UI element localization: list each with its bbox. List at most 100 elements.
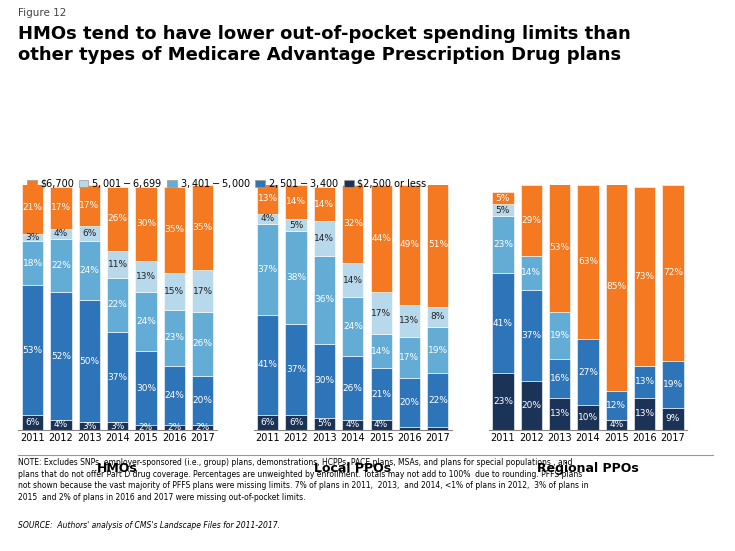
Text: 36%: 36% [315, 295, 334, 304]
Bar [427, 307, 448, 327]
Text: 49%: 49% [400, 240, 420, 249]
Bar [370, 420, 392, 430]
Text: 73%: 73% [634, 272, 655, 281]
Text: 18%: 18% [23, 258, 43, 268]
Text: 50%: 50% [79, 356, 99, 366]
Bar [549, 359, 570, 398]
Text: 30%: 30% [136, 219, 156, 228]
Bar [370, 293, 392, 334]
Text: 22%: 22% [107, 300, 128, 309]
Text: 19%: 19% [663, 380, 683, 389]
Text: 6%: 6% [82, 229, 96, 238]
Text: 14%: 14% [371, 347, 391, 356]
Bar [549, 312, 570, 359]
Text: 10%: 10% [578, 413, 598, 422]
Bar [578, 185, 598, 339]
Text: HMOs: HMOs [97, 462, 138, 474]
Text: 4%: 4% [345, 420, 360, 429]
Bar [606, 420, 627, 430]
Bar [549, 398, 570, 430]
Text: 26%: 26% [343, 383, 363, 393]
Text: 37%: 37% [521, 331, 542, 340]
Text: 41%: 41% [493, 318, 513, 328]
Bar [192, 376, 213, 425]
Bar [520, 256, 542, 290]
Text: 44%: 44% [371, 234, 391, 243]
Text: FAMILY: FAMILY [647, 523, 687, 533]
Text: 37%: 37% [286, 365, 306, 374]
Text: Local PPOs: Local PPOs [315, 462, 391, 474]
Bar [520, 290, 542, 381]
Bar [662, 185, 684, 361]
Bar [22, 285, 43, 415]
Bar [164, 366, 185, 425]
Text: 23%: 23% [165, 333, 184, 342]
Text: 3%: 3% [82, 422, 96, 430]
Bar [634, 398, 656, 430]
Text: 4%: 4% [609, 420, 623, 429]
Bar [79, 185, 100, 226]
Bar [192, 185, 213, 271]
Bar [399, 337, 420, 379]
Text: Regional PPOs: Regional PPOs [537, 462, 639, 474]
Text: 8%: 8% [431, 312, 445, 321]
Bar [399, 305, 420, 337]
Text: 14%: 14% [521, 268, 541, 277]
Text: 17%: 17% [51, 203, 71, 212]
Bar [606, 391, 627, 420]
Text: 19%: 19% [550, 331, 570, 340]
Text: 72%: 72% [663, 268, 683, 277]
Bar [492, 192, 514, 204]
Text: 21%: 21% [23, 203, 43, 212]
Bar [22, 234, 43, 241]
Text: 85%: 85% [606, 282, 626, 291]
Text: 2%: 2% [196, 423, 209, 432]
Bar [192, 271, 213, 312]
Text: 53%: 53% [23, 345, 43, 355]
Bar [285, 231, 306, 325]
Text: 14%: 14% [286, 197, 306, 206]
Text: 37%: 37% [258, 264, 278, 274]
Bar [370, 369, 392, 420]
Text: 24%: 24% [165, 391, 184, 400]
Bar [135, 187, 157, 261]
Bar [492, 204, 514, 217]
Text: 6%: 6% [26, 418, 40, 427]
Text: 35%: 35% [164, 225, 184, 234]
Bar [370, 334, 392, 369]
Text: 14%: 14% [315, 199, 334, 209]
Bar [314, 222, 335, 256]
Bar [314, 344, 335, 418]
Text: 5%: 5% [496, 206, 510, 215]
Text: 3%: 3% [26, 233, 40, 242]
Bar [79, 226, 100, 241]
Bar [285, 415, 306, 430]
Text: 26%: 26% [107, 214, 128, 223]
Text: 32%: 32% [343, 219, 363, 228]
Bar [370, 185, 392, 293]
Bar [285, 325, 306, 415]
Bar [427, 374, 448, 428]
Text: 52%: 52% [51, 352, 71, 361]
Legend: $6,700, $5,001-$6,699, $3,401-$5,000, $2,501-$3,400, $2,500 or less: $6,700, $5,001-$6,699, $3,401-$5,000, $2… [24, 173, 430, 194]
Text: 22%: 22% [51, 261, 71, 270]
Bar [399, 185, 420, 305]
Text: 5%: 5% [496, 193, 510, 203]
Bar [343, 420, 363, 430]
Text: 4%: 4% [261, 214, 275, 223]
Text: 19%: 19% [428, 345, 448, 355]
Text: 17%: 17% [193, 287, 212, 296]
Bar [257, 224, 279, 315]
Bar [520, 381, 542, 430]
Bar [399, 428, 420, 430]
Text: 4%: 4% [374, 420, 388, 429]
Text: 9%: 9% [666, 414, 680, 423]
Text: 29%: 29% [521, 215, 541, 225]
Text: 13%: 13% [634, 409, 655, 418]
Text: 12%: 12% [606, 401, 626, 410]
Bar [22, 182, 43, 234]
Text: 23%: 23% [493, 240, 513, 249]
Bar [164, 273, 185, 310]
Bar [135, 352, 157, 425]
Text: 2%: 2% [167, 423, 182, 432]
